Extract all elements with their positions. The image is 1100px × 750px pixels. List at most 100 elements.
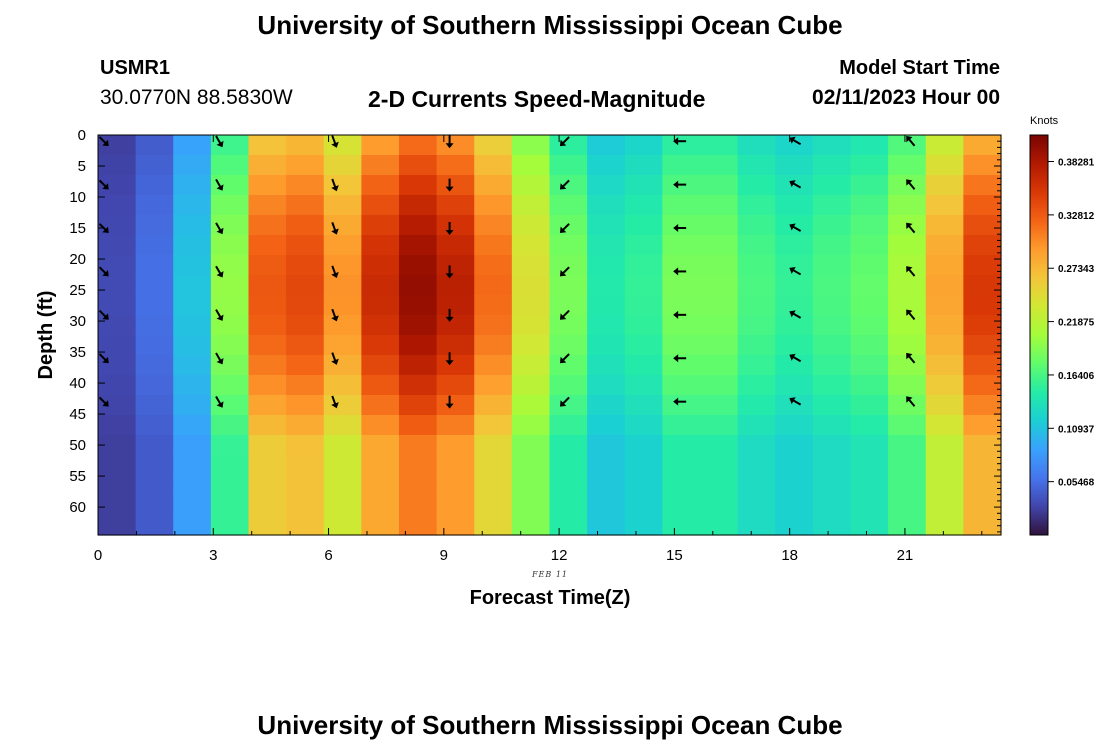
heatmap-cell (361, 395, 400, 416)
heatmap-cell (812, 255, 852, 276)
heatmap-cell (850, 395, 889, 416)
heatmap-cell (812, 475, 852, 496)
heatmap-cell (511, 475, 551, 496)
heatmap-cell (888, 355, 927, 376)
arrow-head (789, 397, 796, 405)
heatmap-cell (173, 315, 212, 336)
heatmap-cell (775, 355, 814, 376)
heatmap-cell (662, 435, 701, 456)
x-tick-label: 9 (440, 547, 448, 564)
arrow-head (559, 139, 567, 147)
arrow-head (331, 402, 339, 409)
heatmap-cell (248, 275, 287, 296)
heatmap-cell (775, 335, 814, 356)
colorbar (1029, 134, 1049, 536)
heatmap-cell (737, 175, 776, 196)
current-arrow (906, 179, 916, 190)
current-arrow (331, 222, 339, 235)
heatmap-cell (549, 195, 588, 216)
heatmap-cell (963, 215, 1002, 236)
heatmap-cell (511, 375, 551, 396)
current-arrow (215, 395, 224, 408)
current-arrow (331, 178, 339, 192)
heatmap-cell (662, 195, 701, 216)
heatmap-cell (361, 435, 400, 456)
heatmap-cell (700, 415, 739, 436)
heatmap-cell (323, 215, 362, 236)
heatmap-cell (662, 335, 701, 356)
heatmap-cell (700, 155, 739, 176)
heatmap-cell (98, 475, 137, 496)
heatmap-cell (963, 135, 1002, 156)
heatmap-cell (436, 515, 475, 536)
heatmap-cell (700, 215, 739, 236)
heatmap-cell (135, 475, 174, 496)
heatmap-cell (624, 315, 663, 336)
heatmap-cell (963, 355, 1002, 376)
heatmap-cell (135, 355, 174, 376)
current-arrow (789, 397, 802, 406)
heatmap-cell (210, 495, 250, 516)
heatmap-cell (925, 495, 964, 516)
heatmap-cell (587, 215, 626, 236)
heatmap-cell (286, 375, 325, 396)
arrow-head (559, 226, 567, 233)
heatmap-cell (624, 355, 663, 376)
heatmap-cell (850, 515, 889, 536)
heatmap-cell (399, 195, 438, 216)
heatmap-cell (210, 155, 250, 176)
heatmap-cell (700, 375, 739, 396)
heatmap-cell (173, 455, 212, 476)
heatmap-cell (173, 475, 212, 496)
heatmap-cell (925, 215, 964, 236)
heatmap-cell (812, 315, 852, 336)
heatmap-cell (474, 315, 513, 336)
heatmap-cell (925, 455, 964, 476)
heatmap-cell (248, 455, 287, 476)
heatmap-cell (812, 495, 852, 516)
arrow-head (102, 400, 109, 407)
heatmap-cell (700, 195, 739, 216)
heatmap-cell (624, 295, 663, 316)
heatmap-cell (662, 515, 701, 536)
heatmap-cell (210, 455, 250, 476)
heatmap-cell (700, 335, 739, 356)
heatmap-cell (850, 435, 889, 456)
heatmap-cell (700, 395, 739, 416)
heatmap-cell (286, 295, 325, 316)
heatmap-cell (812, 395, 852, 416)
arrow-head (906, 352, 913, 360)
heatmap-cell (587, 295, 626, 316)
heatmap-cell (323, 455, 362, 476)
colorbar-ticks: 0.38281 0.32812 0.27343 0.21875 0.16406 0.109… (1048, 158, 1095, 489)
heatmap-cell (135, 495, 174, 516)
heatmap-cell (286, 215, 325, 236)
heatmap-cell (210, 315, 250, 336)
heatmap-cell (474, 495, 513, 516)
heatmap-cell (98, 155, 137, 176)
heatmap-cell (361, 315, 400, 336)
heatmap-cell (323, 515, 362, 536)
heatmap-cell (511, 515, 551, 536)
heatmap-cell (210, 335, 250, 356)
heatmap-cell (361, 415, 400, 436)
heatmap-cell (587, 175, 626, 196)
heatmap-cell (587, 415, 626, 436)
heatmap-cell (98, 175, 137, 196)
heatmap-cell (511, 255, 551, 276)
heatmap-cell (737, 215, 776, 236)
heatmap-cell (436, 355, 475, 376)
heatmap-cell (737, 295, 776, 316)
colorbar-tick-label: 0.32812 (1058, 211, 1095, 222)
arrow-head (102, 313, 109, 320)
heatmap-cell (662, 415, 701, 436)
arrow-head (673, 180, 679, 189)
heatmap-cell (624, 275, 663, 296)
heatmap-cell (436, 255, 475, 276)
current-arrow (559, 266, 570, 277)
heatmap-cell (662, 375, 701, 396)
model-start-value: 02/11/2023 Hour 00 (812, 86, 1000, 109)
heatmap-cell (549, 395, 588, 416)
heatmap-cell (399, 395, 438, 416)
y-tick-label: 5 (78, 158, 86, 175)
